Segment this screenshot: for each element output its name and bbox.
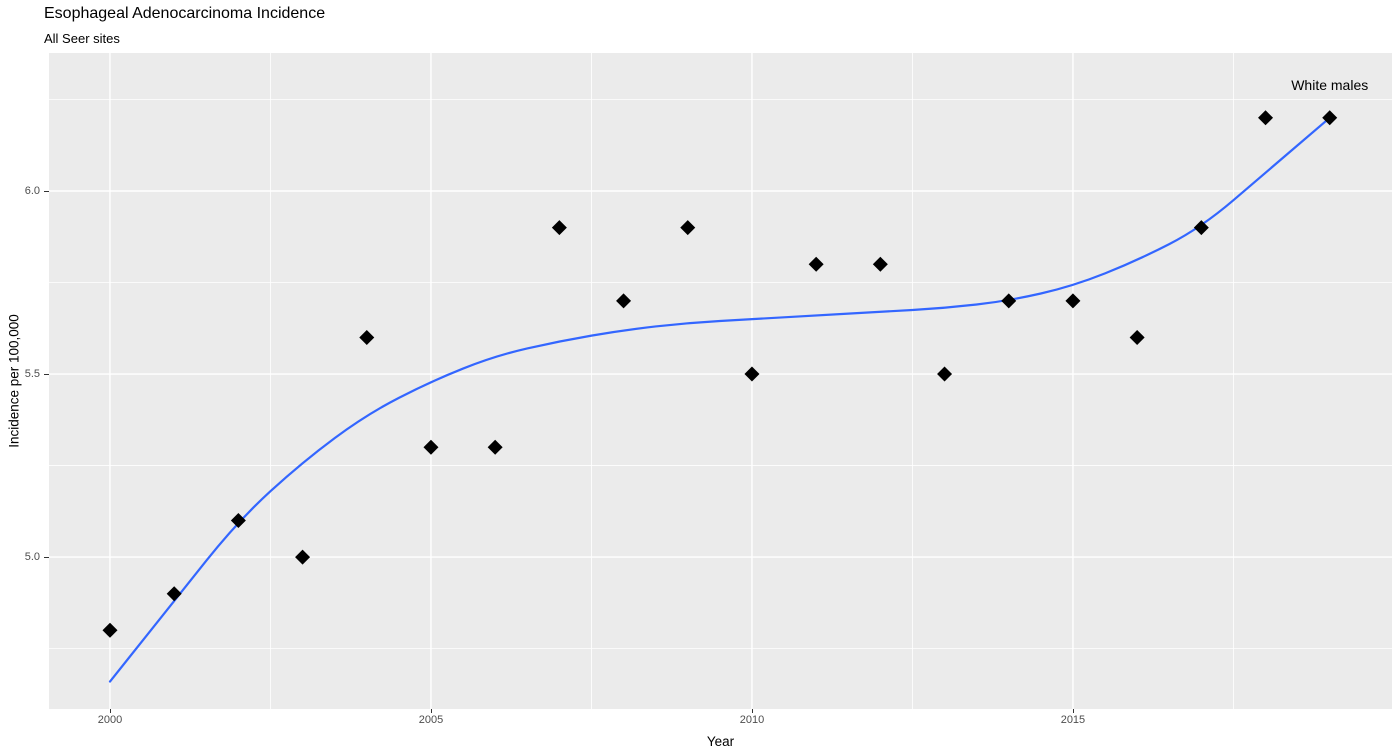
data-point (937, 366, 953, 382)
x-axis-tick-mark (109, 709, 111, 713)
chart-subtitle: All Seer sites (44, 31, 120, 46)
data-point (487, 439, 503, 455)
x-axis-title: Year (706, 734, 735, 749)
data-point (1065, 293, 1081, 309)
x-axis-tick-mark (1072, 709, 1074, 713)
y-axis-tick-label: 6.0 (24, 185, 40, 197)
data-point (166, 586, 182, 602)
data-point (423, 439, 439, 455)
data-point (872, 256, 888, 272)
data-point (808, 256, 824, 272)
y-axis-tick-mark (44, 557, 49, 559)
data-point (1001, 293, 1017, 309)
x-axis-tick-label: 2000 (97, 714, 123, 726)
plot-panel: White males (49, 53, 1392, 709)
x-axis-tick-label: 2005 (418, 714, 444, 726)
y-axis-tick-label: 5.5 (24, 368, 40, 381)
y-axis-tick-label: 5.0 (24, 551, 40, 564)
chart-title: Esophageal Adenocarcinoma Incidence (44, 5, 326, 22)
data-point (744, 366, 760, 382)
data-point (102, 622, 118, 638)
series-annotation-white-males: White males (1291, 76, 1369, 93)
y-axis-tick-mark (44, 191, 49, 192)
y-axis-tick-mark (44, 374, 49, 376)
data-point (1322, 110, 1338, 126)
x-axis-tick-mark (751, 709, 753, 713)
plot-canvas (49, 53, 1392, 709)
data-point (551, 220, 567, 236)
data-point (1193, 220, 1209, 236)
data-point (295, 549, 311, 565)
x-axis-tick-label: 2015 (1060, 714, 1086, 726)
x-axis-tick-label: 2010 (739, 714, 765, 726)
data-point (1129, 329, 1145, 345)
data-point (616, 293, 632, 309)
smooth-trend-line (108, 116, 1331, 683)
data-point (230, 512, 246, 528)
x-axis-tick-mark (430, 709, 432, 713)
data-point (359, 329, 375, 345)
data-point (680, 220, 696, 236)
data-point (1258, 110, 1274, 126)
y-axis-title: Incidence per 100,000 (6, 314, 22, 448)
